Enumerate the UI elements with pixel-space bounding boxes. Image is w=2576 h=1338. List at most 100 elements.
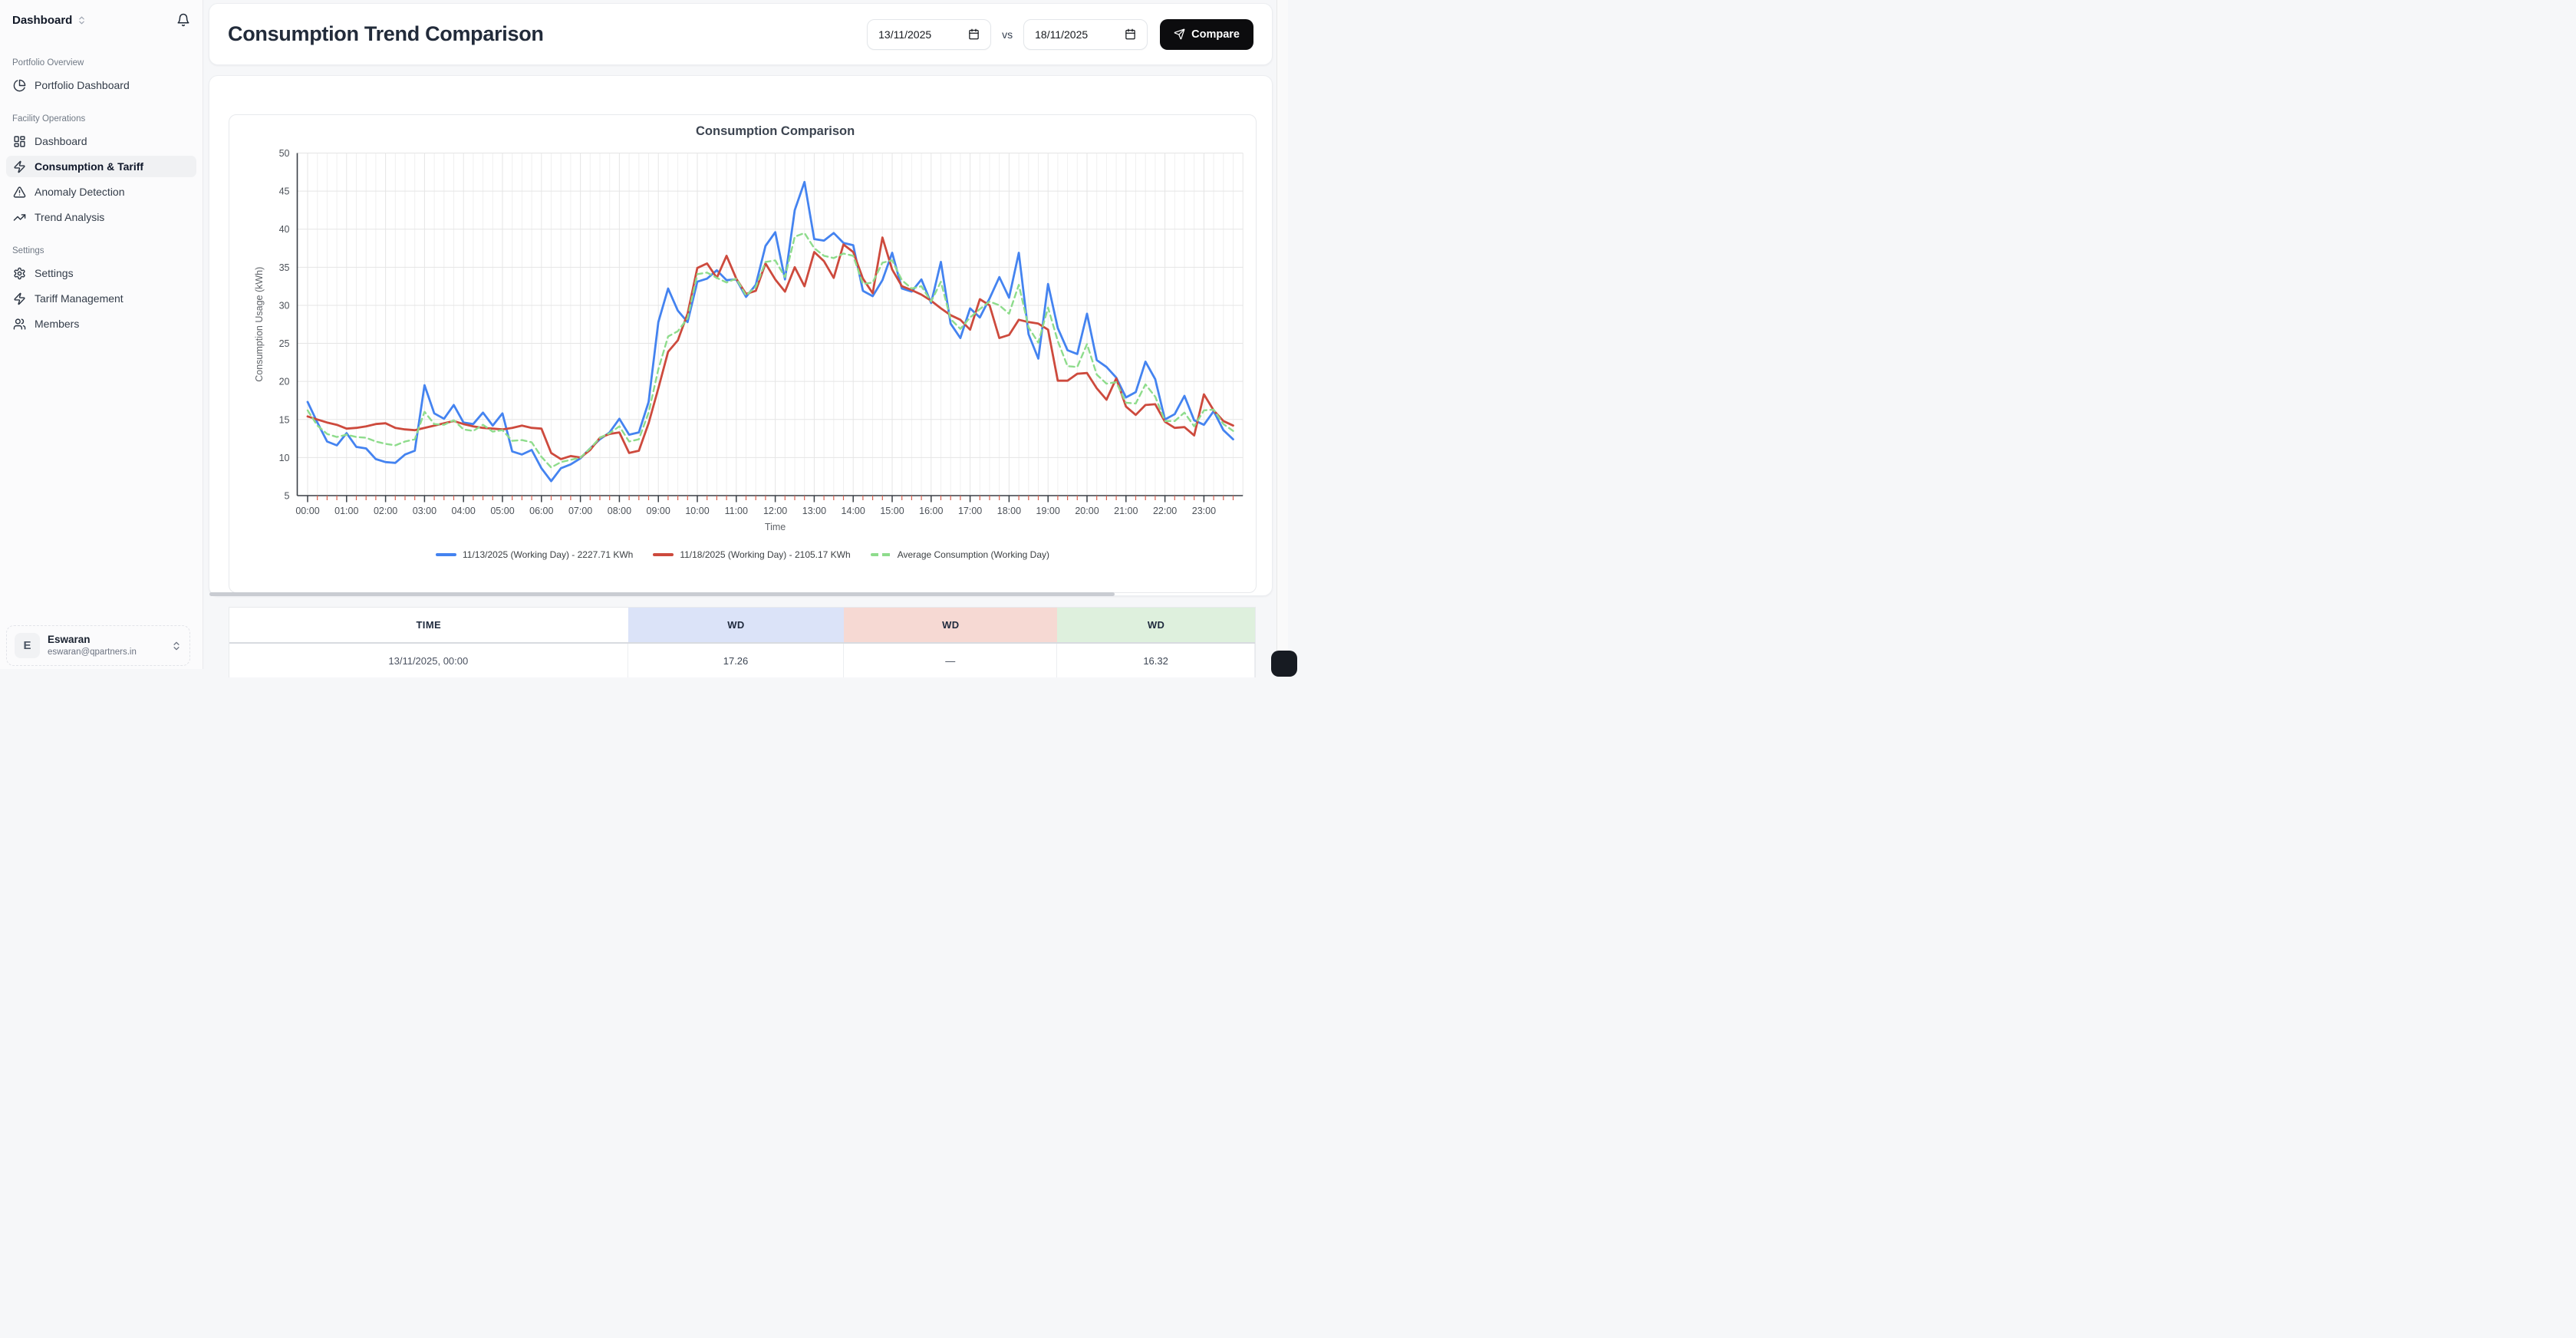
svg-text:10: 10 (279, 453, 290, 463)
bell-icon[interactable] (176, 13, 190, 27)
group-label: Settings (12, 246, 44, 255)
pie-chart-icon (13, 79, 26, 92)
svg-text:17:00: 17:00 (958, 506, 982, 516)
table-header-wd-average: WD (1057, 608, 1256, 642)
trending-up-icon (13, 211, 26, 224)
legend-label: Average Consumption (Working Day) (897, 549, 1049, 560)
svg-text:01:00: 01:00 (334, 506, 358, 516)
legend-item-average: Average Consumption (Working Day) (870, 549, 1049, 560)
svg-text:5: 5 (285, 490, 290, 501)
svg-text:11:00: 11:00 (725, 506, 748, 516)
window-scrollbar-gutter[interactable] (1276, 0, 1288, 669)
svg-text:07:00: 07:00 (568, 506, 592, 516)
svg-text:15:00: 15:00 (880, 506, 904, 516)
chevrons-up-down-icon (171, 641, 182, 651)
dashboard-grid-icon (13, 135, 26, 148)
sidebar: Dashboard Portfolio Overview Portfolio D… (0, 0, 203, 669)
table-header-row: TIME WD WD WD (229, 608, 1256, 642)
sidebar-item-label: Members (35, 318, 80, 330)
sidebar-item-label: Settings (35, 267, 74, 279)
table-header-time: TIME (229, 608, 628, 642)
svg-text:45: 45 (279, 186, 290, 197)
sidebar-item-dashboard[interactable]: Dashboard (6, 130, 196, 152)
sidebar-item-label: Tariff Management (35, 292, 124, 305)
zap-icon (13, 292, 26, 305)
svg-text:35: 35 (279, 262, 290, 273)
sidebar-item-settings[interactable]: Settings (6, 262, 196, 284)
consumption-chart: 00:00 01:00 02:00 03:00 04:00 05:00 06:00 07:00… (254, 124, 1244, 532)
legend-swatch-blue (436, 553, 456, 556)
svg-text:12:00: 12:00 (763, 506, 787, 516)
page-header: Consumption Trend Comparison 13/11/2025 … (209, 3, 1273, 65)
sidebar-item-tariff-management[interactable]: Tariff Management (6, 288, 196, 309)
consumption-chart-card: 00:00 01:00 02:00 03:00 04:00 05:00 06:00 07:00… (229, 114, 1257, 593)
sidebar-item-label: Consumption & Tariff (35, 160, 144, 173)
svg-text:30: 30 (279, 300, 290, 311)
legend-label: 11/18/2025 (Working Day) - 2105.17 KWh (680, 549, 851, 560)
svg-text:Consumption Usage (kWh): Consumption Usage (kWh) (254, 267, 265, 382)
svg-text:05:00: 05:00 (490, 506, 514, 516)
workspace-label: Dashboard (12, 13, 73, 27)
group-label: Facility Operations (12, 114, 86, 124)
zap-icon (13, 160, 26, 173)
comparison-table: TIME WD WD WD 13/11/2025, 00:00 17.26 — … (229, 607, 1256, 677)
table-cell-wd-day1: 17.26 (628, 644, 845, 677)
svg-text:16:00: 16:00 (919, 506, 943, 516)
svg-text:Time: Time (765, 522, 786, 532)
date-to-input[interactable]: 18/11/2025 (1023, 18, 1148, 50)
svg-text:00:00: 00:00 (295, 506, 319, 516)
vs-label: vs (1002, 28, 1013, 41)
floating-action-button[interactable] (1271, 651, 1297, 677)
svg-text:19:00: 19:00 (1036, 506, 1060, 516)
svg-text:04:00: 04:00 (452, 506, 476, 516)
sidebar-item-consumption-tariff[interactable]: Consumption & Tariff (6, 156, 196, 177)
date-from-input[interactable]: 13/11/2025 (867, 18, 992, 50)
date-from-value: 13/11/2025 (878, 28, 932, 41)
compare-button-label: Compare (1191, 28, 1240, 41)
calendar-icon[interactable] (1125, 28, 1136, 40)
table-cell-wd-average: 16.32 (1057, 644, 1256, 677)
user-email: eswaran@qpartners.in (48, 647, 137, 657)
legend-item-day2: 11/18/2025 (Working Day) - 2105.17 KWh (653, 549, 851, 560)
table-header-wd-day2: WD (844, 608, 1058, 642)
svg-text:25: 25 (279, 338, 290, 349)
legend-item-day1: 11/13/2025 (Working Day) - 2227.71 KWh (436, 549, 633, 560)
horizontal-scrollbar[interactable] (209, 592, 1115, 596)
user-menu[interactable]: E Eswaran eswaran@qpartners.in (6, 625, 190, 666)
svg-text:21:00: 21:00 (1114, 506, 1138, 516)
compare-button[interactable]: Compare (1160, 18, 1253, 50)
sidebar-item-trend-analysis[interactable]: Trend Analysis (6, 206, 196, 228)
table-row: 13/11/2025, 00:00 17.26 — 16.32 (229, 642, 1256, 677)
legend-swatch-red (653, 553, 674, 556)
legend-label: 11/13/2025 (Working Day) - 2227.71 KWh (463, 549, 634, 560)
svg-text:08:00: 08:00 (608, 506, 631, 516)
sidebar-item-portfolio-dashboard[interactable]: Portfolio Dashboard (6, 74, 196, 96)
sidebar-group-settings: Settings Settings Tariff Management Memb… (0, 246, 203, 334)
svg-text:20: 20 (279, 377, 290, 387)
svg-text:02:00: 02:00 (374, 506, 397, 516)
svg-text:22:00: 22:00 (1153, 506, 1177, 516)
svg-text:18:00: 18:00 (997, 506, 1021, 516)
user-name: Eswaran (48, 633, 91, 645)
alert-triangle-icon (13, 186, 26, 199)
svg-text:40: 40 (279, 224, 290, 235)
page-title: Consumption Trend Comparison (228, 22, 544, 45)
gear-icon (13, 267, 26, 280)
svg-text:10:00: 10:00 (685, 506, 709, 516)
users-icon (13, 318, 26, 331)
sidebar-item-label: Dashboard (35, 135, 87, 147)
svg-text:13:00: 13:00 (802, 506, 826, 516)
calendar-icon[interactable] (968, 28, 980, 40)
svg-text:20:00: 20:00 (1075, 506, 1099, 516)
svg-text:Consumption Comparison: Consumption Comparison (696, 124, 855, 138)
sidebar-item-label: Anomaly Detection (35, 186, 125, 198)
workspace-switcher[interactable]: Dashboard (0, 0, 203, 40)
sidebar-item-members[interactable]: Members (6, 313, 196, 334)
chevrons-up-down-icon (77, 15, 87, 25)
sidebar-item-anomaly-detection[interactable]: Anomaly Detection (6, 181, 196, 203)
svg-text:23:00: 23:00 (1192, 506, 1216, 516)
sidebar-group-portfolio: Portfolio Overview Portfolio Dashboard (0, 58, 203, 96)
avatar: E (15, 633, 40, 658)
svg-text:15: 15 (279, 414, 290, 425)
svg-text:09:00: 09:00 (647, 506, 670, 516)
